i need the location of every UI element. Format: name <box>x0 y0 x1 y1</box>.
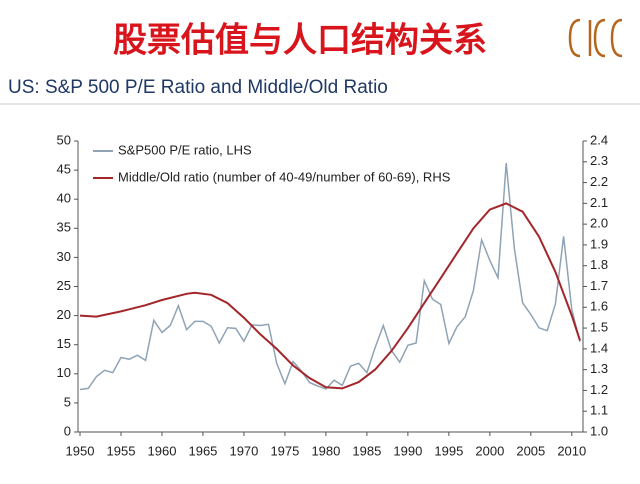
logo <box>568 18 623 58</box>
x-tick-label: 1960 <box>148 443 177 458</box>
y2-tick-label: 1.5 <box>590 320 608 335</box>
y-tick-label: 10 <box>57 365 71 380</box>
y-tick-label: 35 <box>57 220 71 235</box>
y-tick-label: 50 <box>57 132 71 147</box>
y2-tick-label: 2.3 <box>590 153 608 168</box>
series-line <box>79 163 581 391</box>
x-tick-label: 1995 <box>434 443 463 458</box>
x-tick-label: 1965 <box>188 443 217 458</box>
y2-tick-label: 1.4 <box>590 340 608 355</box>
chart-title: US: S&P 500 P/E Ratio and Middle/Old Rat… <box>8 77 388 98</box>
x-tick-label: 1970 <box>229 443 258 458</box>
y2-tick-label: 2.4 <box>590 132 608 147</box>
y-tick-label: 0 <box>64 423 71 438</box>
y2-tick-label: 1.3 <box>590 361 608 376</box>
x-tick-label: 1950 <box>66 443 95 458</box>
y2-tick-label: 1.6 <box>590 299 608 314</box>
y-tick-label: 45 <box>57 162 71 177</box>
x-tick-label: 1985 <box>352 443 381 458</box>
x-tick-label: 2005 <box>516 443 545 458</box>
y-tick-label: 5 <box>64 394 71 409</box>
x-tick-label: 1975 <box>270 443 299 458</box>
y-tick-label: 40 <box>57 191 71 206</box>
y2-tick-label: 1.9 <box>590 236 608 251</box>
x-tick-label: 1955 <box>107 443 136 458</box>
y-tick-label: 25 <box>57 278 71 293</box>
y2-tick-label: 2.2 <box>590 174 608 189</box>
y2-tick-label: 2.0 <box>590 216 608 231</box>
y2-tick-label: 1.7 <box>590 278 608 293</box>
legend-label: Middle/Old ratio (number of 40-49/number… <box>118 169 451 184</box>
legend-label: S&P500 P/E ratio, LHS <box>118 142 252 157</box>
slide-title: 股票估值与人口结构关系 <box>113 21 487 61</box>
series-line <box>79 202 581 390</box>
y-tick-label: 30 <box>57 249 71 264</box>
x-tick-label: 2010 <box>557 443 586 458</box>
x-tick-label: 2000 <box>475 443 504 458</box>
y-tick-label: 20 <box>57 307 71 322</box>
y2-tick-label: 1.0 <box>590 423 608 438</box>
y2-tick-label: 1.2 <box>590 382 608 397</box>
x-tick-label: 1990 <box>393 443 422 458</box>
x-tick-label: 1980 <box>311 443 340 458</box>
y2-tick-label: 1.1 <box>590 403 608 418</box>
y2-tick-label: 2.1 <box>590 195 608 210</box>
y2-tick-label: 1.8 <box>590 257 608 272</box>
y-tick-label: 15 <box>57 336 71 351</box>
